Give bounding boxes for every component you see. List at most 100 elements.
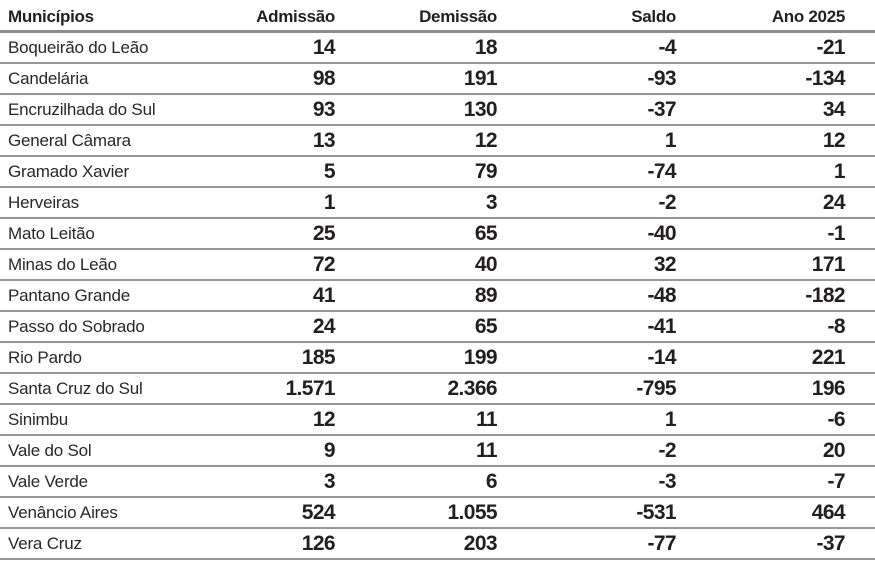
- header-saldo: Saldo: [497, 4, 676, 33]
- ano-2025-value: 464: [676, 497, 875, 529]
- table-row: Sinimbu 12 11 1 -6: [0, 404, 875, 436]
- admissao-value: 93: [185, 94, 336, 126]
- municipality-name: Herveiras: [0, 187, 185, 219]
- table-row: Vale Verde 3 6 -3 -7: [0, 466, 875, 498]
- admissao-value: 9: [185, 435, 336, 467]
- municipality-name: Gramado Xavier: [0, 156, 185, 188]
- saldo-value: -48: [497, 280, 677, 312]
- ano-2025-value: 20: [676, 435, 875, 467]
- demissao-value: 65: [335, 311, 498, 343]
- municipality-name: Boqueirão do Leão: [0, 31, 185, 64]
- municipality-name: Venâncio Aires: [0, 497, 185, 529]
- admissao-value: 25: [185, 218, 336, 250]
- demissao-value: 12: [335, 125, 498, 157]
- table-row: Herveiras 1 3 -2 24: [0, 187, 875, 219]
- table-row: Venâncio Aires 524 1.055 -531 464: [0, 497, 875, 529]
- saldo-value: -77: [497, 528, 677, 560]
- table-row: Passo do Sobrado 24 65 -41 -8: [0, 311, 875, 343]
- ano-2025-value: 34: [676, 94, 875, 126]
- ano-2025-value: 24: [676, 187, 875, 219]
- ano-2025-value: -1: [676, 218, 875, 250]
- demissao-value: 2.366: [335, 373, 498, 405]
- admissao-value: 1.571: [185, 373, 336, 405]
- demissao-value: 79: [335, 156, 498, 188]
- ano-2025-value: -21: [676, 31, 875, 64]
- ano-2025-value: -7: [676, 466, 875, 498]
- municipality-name: Vera Cruz: [0, 528, 185, 560]
- table-row: Candelária 98 191 -93 -134: [0, 63, 875, 95]
- ano-2025-value: 221: [676, 342, 875, 374]
- admissao-value: 524: [185, 497, 336, 529]
- demissao-value: 1.055: [335, 497, 498, 529]
- table-row: Vera Cruz 126 203 -77 -37: [0, 528, 875, 560]
- municipality-name: Minas do Leão: [0, 249, 185, 281]
- admissao-value: 13: [185, 125, 336, 157]
- saldo-value: -2: [497, 435, 677, 467]
- admissao-value: 12: [185, 404, 336, 436]
- municipality-name: Pantano Grande: [0, 280, 185, 312]
- saldo-value: -795: [497, 373, 677, 405]
- demissao-value: 6: [335, 466, 498, 498]
- demissao-value: 65: [335, 218, 498, 250]
- table-row: General Câmara 13 12 1 12: [0, 125, 875, 157]
- saldo-value: -40: [497, 218, 677, 250]
- demissao-value: 40: [335, 249, 498, 281]
- ano-2025-value: -8: [676, 311, 875, 343]
- table-row: Mato Leitão 25 65 -40 -1: [0, 218, 875, 250]
- saldo-value: -14: [497, 342, 677, 374]
- table-row: Minas do Leão 72 40 32 171: [0, 249, 875, 281]
- saldo-value: -531: [497, 497, 677, 529]
- admissao-value: 3: [185, 466, 336, 498]
- header-demissao: Demissão: [335, 4, 497, 33]
- admissao-value: 72: [185, 249, 336, 281]
- ano-2025-value: 12: [676, 125, 875, 157]
- saldo-value: -2: [497, 187, 677, 219]
- table-row: Gramado Xavier 5 79 -74 1: [0, 156, 875, 188]
- municipality-name: Vale do Sol: [0, 435, 185, 467]
- demissao-value: 18: [335, 31, 498, 64]
- municipality-name: Santa Cruz do Sul: [0, 373, 185, 405]
- ano-2025-value: -6: [676, 404, 875, 436]
- demissao-value: 130: [335, 94, 498, 126]
- saldo-value: -3: [497, 466, 677, 498]
- table-row: Vale do Sol 9 11 -2 20: [0, 435, 875, 467]
- saldo-value: -93: [497, 63, 677, 95]
- ano-2025-value: 1: [676, 156, 875, 188]
- admissao-value: 185: [185, 342, 336, 374]
- table-body: Boqueirão do Leão 14 18 -4 -21 Candelária 98 19…: [0, 31, 875, 560]
- admissao-value: 41: [185, 280, 336, 312]
- saldo-value: 1: [497, 404, 677, 436]
- demissao-value: 3: [335, 187, 498, 219]
- municipalities-table: Municípios Admissão Demissão Saldo Ano 2…: [0, 4, 875, 560]
- municipality-name: Rio Pardo: [0, 342, 185, 374]
- municipality-name: Encruzilhada do Sul: [0, 94, 185, 126]
- ano-2025-value: 196: [676, 373, 875, 405]
- municipality-name: Mato Leitão: [0, 218, 185, 250]
- admissao-value: 24: [185, 311, 336, 343]
- ano-2025-value: -37: [676, 528, 875, 560]
- municipality-name: Vale Verde: [0, 466, 185, 498]
- demissao-value: 199: [335, 342, 498, 374]
- saldo-value: -37: [497, 94, 677, 126]
- demissao-value: 11: [335, 404, 498, 436]
- table-row: Encruzilhada do Sul 93 130 -37 34: [0, 94, 875, 126]
- municipality-name: General Câmara: [0, 125, 185, 157]
- municipality-name: Sinimbu: [0, 404, 185, 436]
- admissao-value: 5: [185, 156, 336, 188]
- municipality-name: Candelária: [0, 63, 185, 95]
- header-municipios: Municípios: [0, 4, 185, 33]
- saldo-value: -4: [497, 31, 677, 64]
- admissao-value: 1: [185, 187, 336, 219]
- saldo-value: -74: [497, 156, 677, 188]
- table-row: Boqueirão do Leão 14 18 -4 -21: [0, 31, 875, 64]
- demissao-value: 11: [335, 435, 498, 467]
- admissao-value: 126: [185, 528, 336, 560]
- saldo-value: -41: [497, 311, 677, 343]
- demissao-value: 203: [335, 528, 498, 560]
- ano-2025-value: 171: [676, 249, 875, 281]
- demissao-value: 191: [335, 63, 498, 95]
- saldo-value: 1: [497, 125, 677, 157]
- saldo-value: 32: [497, 249, 677, 281]
- demissao-value: 89: [335, 280, 498, 312]
- header-row: Municípios Admissão Demissão Saldo Ano 2…: [0, 4, 875, 33]
